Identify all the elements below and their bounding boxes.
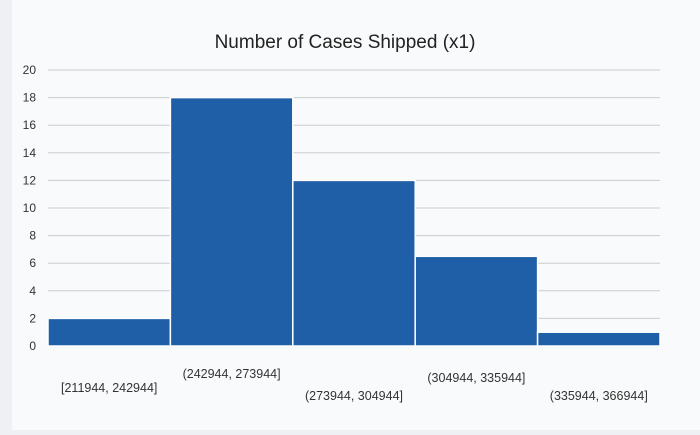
y-tick-label: 16	[23, 118, 37, 132]
y-tick-label: 4	[29, 284, 36, 298]
y-tick-label: 10	[23, 201, 37, 215]
y-tick-label: 8	[29, 229, 36, 243]
y-tick-label: 2	[29, 311, 36, 325]
bar	[536, 331, 661, 347]
y-tick-label: 0	[29, 339, 36, 353]
y-tick-label: 18	[23, 91, 37, 105]
x-tick-label: (273944, 304944]	[305, 389, 403, 403]
bar	[47, 317, 172, 347]
y-axis-ticks: 0 2 4 6 8 10 12 14 16 18 20	[23, 63, 37, 353]
x-axis-ticks: [211944, 242944] (242944, 273944] (273944,…	[61, 367, 648, 403]
y-tick-label: 20	[23, 63, 37, 77]
bar	[414, 255, 539, 347]
bar	[292, 179, 416, 347]
chart-title: Number of Cases Shipped (x1)	[215, 32, 476, 53]
x-tick-label: (242944, 273944]	[183, 367, 281, 381]
bars	[47, 96, 661, 347]
x-tick-label: (304944, 335944]	[427, 371, 525, 385]
y-tick-label: 14	[23, 146, 37, 160]
bar	[169, 96, 294, 347]
y-tick-label: 6	[29, 256, 36, 270]
x-tick-label: (335944, 366944]	[550, 389, 648, 403]
y-tick-label: 12	[23, 173, 37, 187]
x-tick-label: [211944, 242944]	[61, 381, 157, 395]
